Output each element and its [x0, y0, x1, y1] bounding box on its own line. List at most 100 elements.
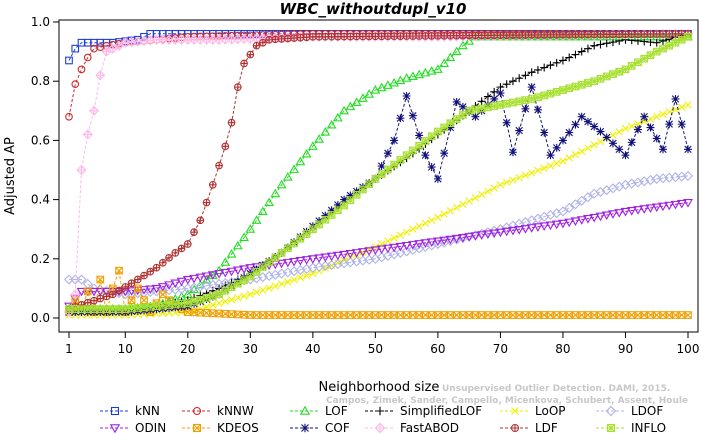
- data-point-odin: [514, 225, 525, 235]
- data-point-ldf: [640, 30, 649, 39]
- data-point-fastabod: [95, 70, 106, 81]
- legend-label: LoOP: [535, 404, 566, 418]
- legend-marker: [299, 405, 311, 415]
- data-point-ldf: [609, 30, 617, 39]
- data-point-ldf: [534, 31, 542, 39]
- data-point-cof: [515, 126, 524, 135]
- data-point-inflo: [196, 295, 205, 304]
- data-point-ldf: [602, 30, 611, 39]
- data-point-kdeos: [96, 275, 105, 284]
- series-line-loop: [69, 104, 689, 316]
- data-point-ldf: [621, 30, 630, 39]
- legend-marker: [110, 406, 120, 416]
- data-point-lof: [220, 257, 231, 266]
- data-point-inflo: [346, 196, 355, 205]
- legend-label: INFLO: [631, 421, 666, 434]
- data-point-inflo: [534, 93, 542, 102]
- data-point-odin: [232, 266, 243, 276]
- data-point-loop: [653, 113, 661, 121]
- data-point-loop: [559, 157, 567, 165]
- data-point-kdeos: [652, 311, 661, 319]
- data-point-odin: [476, 231, 487, 240]
- data-point-cof: [533, 105, 542, 114]
- x-axis: 1 10 20 30 40 50 60 70 80 90 100: [65, 332, 699, 356]
- data-point-odin: [601, 211, 612, 221]
- data-point-cof: [652, 134, 661, 143]
- data-point-kdeos: [302, 311, 311, 319]
- data-point-cof: [415, 131, 424, 140]
- data-point-lof: [226, 248, 237, 258]
- legend: kNN kNNW LOF SimplifiedLOF LoOP LDOF ODIN KDEOS…: [100, 404, 666, 434]
- data-point-simplifiedlof: [540, 63, 549, 72]
- y-axis-label: Adjusted AP: [3, 137, 18, 215]
- data-point-ldof: [376, 252, 387, 263]
- data-point-loop: [421, 219, 430, 227]
- series-line-ldof: [69, 175, 689, 295]
- data-point-inflo: [308, 225, 317, 234]
- data-point-inflo: [302, 230, 311, 238]
- data-point-loop: [465, 197, 473, 205]
- data-point-loop: [565, 154, 573, 162]
- data-point-odin: [551, 220, 562, 230]
- data-point-knnw: [83, 53, 92, 62]
- data-point-odin: [458, 233, 468, 243]
- data-point-odin: [339, 250, 350, 260]
- data-point-inflo: [83, 305, 92, 313]
- data-point-inflo: [440, 123, 449, 132]
- data-point-inflo: [627, 61, 636, 70]
- data-point-ldf: [596, 30, 605, 39]
- data-point-simplifiedlof: [558, 56, 567, 65]
- data-point-ldf: [546, 31, 555, 39]
- data-point-ldf: [634, 30, 642, 39]
- data-point-kdeos: [602, 311, 611, 319]
- data-point-ldf: [459, 31, 467, 40]
- data-point-odin: [207, 271, 218, 280]
- data-point-loop: [590, 141, 598, 149]
- data-point-cof: [665, 120, 674, 129]
- data-point-ldf: [202, 198, 211, 207]
- data-point-lof: [357, 93, 368, 102]
- data-point-inflo: [621, 65, 630, 74]
- data-point-odin: [164, 281, 174, 290]
- data-point-ldof: [76, 274, 87, 285]
- data-point-inflo: [684, 32, 692, 41]
- data-point-loop: [621, 124, 630, 133]
- data-point-loop: [659, 110, 667, 119]
- data-point-odin: [357, 248, 368, 257]
- data-point-ldof: [576, 195, 587, 206]
- data-point-kdeos: [158, 290, 167, 299]
- data-point-ldf: [659, 30, 667, 38]
- data-point-loop: [234, 294, 242, 302]
- data-point-ldof: [407, 244, 418, 255]
- data-point-ldf: [565, 30, 574, 39]
- data-point-inflo: [452, 115, 461, 123]
- data-point-kdeos: [127, 296, 136, 305]
- data-point-ldf: [434, 31, 442, 40]
- series-line-knnw: [68, 33, 688, 117]
- data-point-cof: [615, 145, 624, 154]
- data-point-lof: [401, 73, 412, 82]
- data-point-inflo: [384, 165, 392, 174]
- data-point-lof: [432, 64, 443, 73]
- data-point-odin: [451, 234, 462, 244]
- data-point-inflo: [540, 91, 549, 100]
- data-point-loop: [309, 269, 317, 278]
- data-point-ldf: [152, 263, 161, 272]
- data-point-odin: [376, 245, 387, 255]
- data-point-odin: [189, 274, 199, 284]
- legend-item-lof: LOF: [290, 404, 348, 418]
- data-point-ldf: [252, 41, 261, 50]
- data-point-cof: [602, 133, 611, 142]
- legend-label: LDOF: [631, 404, 663, 418]
- data-point-loop: [259, 286, 267, 294]
- series-cof: [65, 83, 692, 317]
- data-point-cof: [421, 151, 430, 160]
- data-point-loop: [171, 308, 179, 317]
- data-point-cof: [346, 191, 355, 200]
- data-point-odin: [382, 244, 393, 254]
- data-point-odin: [651, 203, 662, 213]
- x-tick-label: 40: [305, 342, 320, 356]
- legend-item-ldf: LDF: [500, 421, 558, 434]
- legend-marker: [375, 406, 385, 416]
- data-point-ldf: [490, 31, 499, 40]
